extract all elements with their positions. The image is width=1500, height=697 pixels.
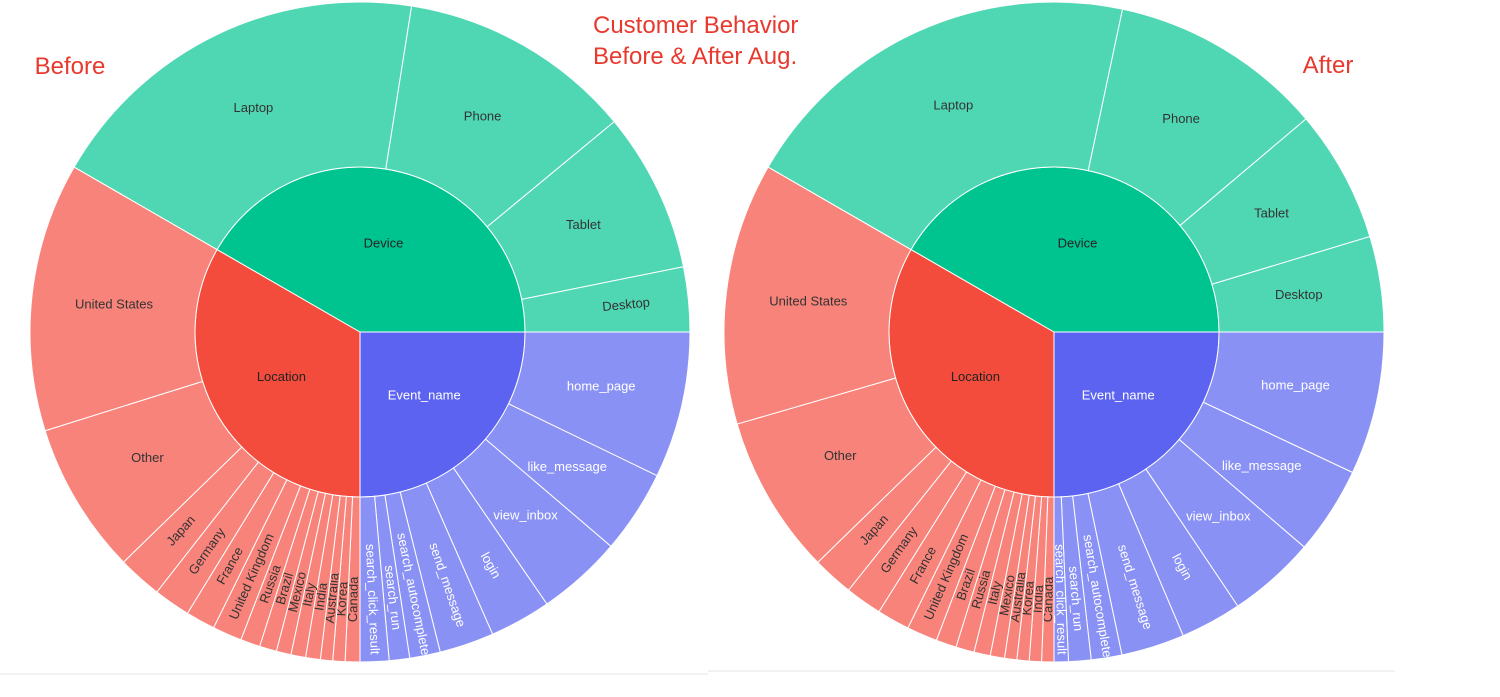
before-sunburst: home_pagelike_messageview_inboxloginsend… xyxy=(29,1,691,663)
figure-title-line1: Customer Behavior xyxy=(593,12,798,39)
outer-slice-united-states[interactable] xyxy=(29,166,218,432)
outer-slice-desktop[interactable] xyxy=(521,266,691,333)
before-title: Before xyxy=(35,53,106,80)
outer-slice-laptop[interactable] xyxy=(767,1,1124,251)
outer-slice-united-states[interactable] xyxy=(723,166,912,425)
after-sunburst: home_pagelike_messageview_inboxloginsend… xyxy=(723,1,1385,663)
outer-slice-desktop[interactable] xyxy=(1211,235,1385,333)
figure-title-line2: Before & After Aug. xyxy=(593,43,797,70)
after-title: After xyxy=(1303,52,1354,79)
outer-slice-laptop[interactable] xyxy=(73,1,413,251)
